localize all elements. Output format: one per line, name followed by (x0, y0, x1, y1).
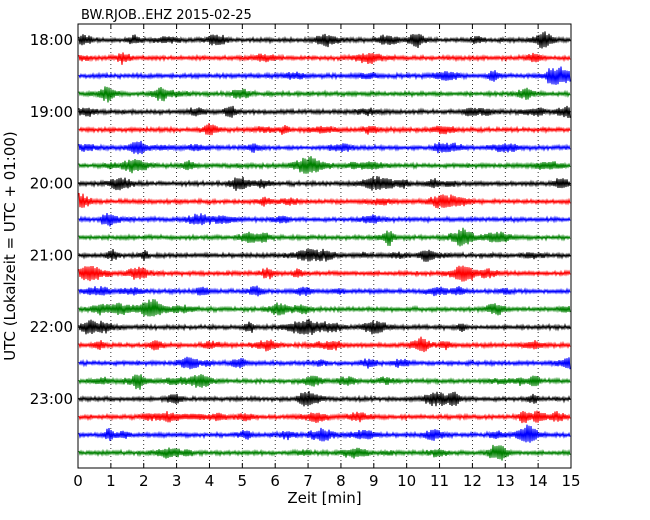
trace-line (78, 86, 571, 103)
x-axis-label: Zeit [min] (287, 489, 361, 507)
trace-line (78, 410, 571, 424)
x-tick-label: 2 (139, 472, 149, 490)
y-axis-label: UTC (Lokalzeit = UTC + 01:00) (1, 131, 19, 361)
x-tick-label: 12 (463, 472, 482, 490)
y-tick-label: 21:00 (30, 246, 73, 264)
x-tick-label: 10 (397, 472, 416, 490)
x-tick-label: 0 (73, 472, 83, 490)
trace-line (78, 299, 571, 317)
chart-title: BW.RJOB..EHZ 2015-02-25 (81, 8, 252, 23)
trace-line (78, 444, 571, 461)
trace-line (78, 318, 571, 336)
x-tick-label: 3 (172, 472, 182, 490)
x-tick-label: 8 (336, 472, 346, 490)
trace-line (78, 66, 571, 85)
y-tick-label: 19:00 (30, 103, 73, 121)
y-tick-label: 23:00 (30, 390, 73, 408)
trace-line (78, 140, 571, 155)
x-tick-label: 9 (369, 472, 379, 490)
trace-line (78, 285, 571, 297)
x-tick-label: 13 (496, 472, 515, 490)
trace-line (78, 52, 571, 65)
trace-line (78, 176, 571, 191)
trace-line (78, 227, 571, 247)
seismic-traces (78, 31, 571, 461)
trace-line (78, 212, 571, 227)
x-tick-label: 15 (561, 472, 580, 490)
y-tick-label: 18:00 (30, 31, 73, 49)
x-tick-label: 7 (303, 472, 313, 490)
x-axis: 0 1 2 3 4 5 6 7 8 9 10 11 12 13 14 15 (73, 24, 581, 490)
trace-line (78, 336, 571, 353)
x-tick-label: 4 (205, 472, 215, 490)
y-tick-label: 20:00 (30, 175, 73, 193)
trace-line (78, 265, 571, 282)
trace-line (78, 424, 571, 443)
trace-line (78, 374, 571, 390)
trace-line (78, 156, 571, 174)
x-tick-label: 1 (106, 472, 116, 490)
trace-line (78, 105, 571, 119)
trace-line (78, 248, 571, 262)
trace-line (78, 192, 571, 209)
trace-line (78, 356, 571, 370)
trace-line (78, 390, 571, 407)
x-tick-label: 6 (270, 472, 280, 490)
x-tick-label: 11 (430, 472, 449, 490)
y-tick-label: 22:00 (30, 318, 73, 336)
trace-line (78, 123, 571, 136)
x-tick-label: 14 (529, 472, 548, 490)
trace-line (78, 31, 571, 49)
x-tick-label: 5 (238, 472, 248, 490)
y-axis: 18:00 19:00 20:00 21:00 22:00 23:00 (30, 31, 571, 408)
plot-frame (77, 23, 572, 469)
